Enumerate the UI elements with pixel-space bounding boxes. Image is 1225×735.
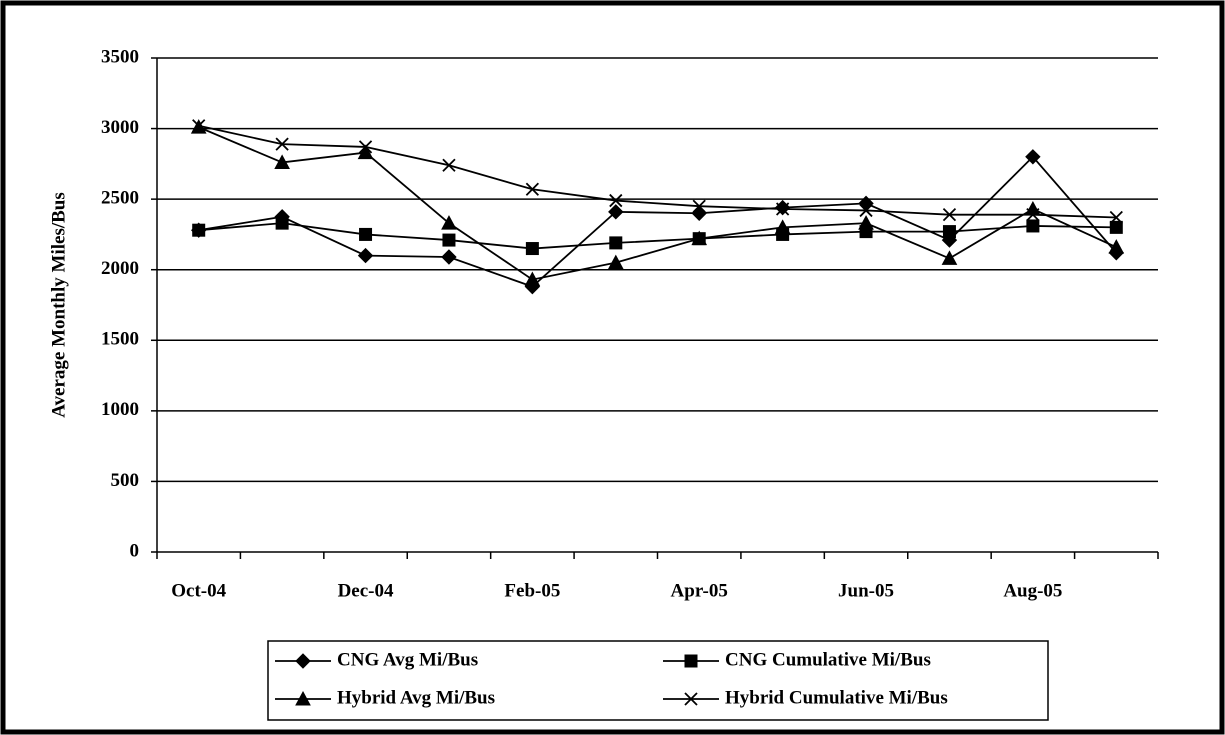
series-line: [198, 126, 1117, 281]
marker-square: [442, 233, 456, 247]
y-tick-label: 1000: [101, 399, 139, 420]
x-tick-label: Oct-04: [171, 580, 226, 601]
legend-label: CNG Cumulative Mi/Bus: [725, 649, 931, 670]
marker-triangle: [858, 215, 874, 230]
marker-square: [359, 227, 373, 241]
marker-x: [442, 158, 456, 172]
y-tick-label: 2500: [101, 188, 139, 209]
marker-x: [525, 182, 540, 196]
marker-triangle: [441, 215, 457, 230]
series-line: [198, 155, 1117, 288]
legend-label: CNG Avg Mi/Bus: [337, 649, 478, 670]
marker-x: [692, 199, 706, 213]
y-tick-label: 0: [130, 540, 140, 561]
marker-triangle: [607, 254, 624, 270]
marker-x: [192, 119, 206, 133]
marker-triangle: [774, 219, 791, 234]
marker-square: [275, 216, 289, 230]
y-tick-label: 3000: [101, 117, 139, 138]
legend-label: Hybrid Cumulative Mi/Bus: [725, 687, 948, 708]
y-tick-label: 3500: [101, 46, 139, 67]
x-tick-label: Feb-05: [504, 580, 560, 601]
marker-triangle: [274, 154, 290, 169]
marker-square: [609, 236, 623, 250]
legend-marker: [295, 690, 311, 706]
marker-diamond: [608, 204, 624, 220]
marker-triangle: [357, 144, 374, 160]
y-tick-label: 1500: [101, 329, 139, 350]
series-line: [198, 222, 1117, 250]
marker-x: [1026, 208, 1040, 222]
marker-square: [1109, 220, 1123, 234]
legend-label: Hybrid Avg Mi/Bus: [337, 687, 495, 708]
marker-triangle: [941, 250, 958, 265]
marker-square: [942, 225, 956, 239]
marker-x: [609, 193, 623, 208]
y-axis-label: Average Monthly Miles/Bus: [48, 192, 69, 418]
series-line: [198, 124, 1117, 219]
marker-x: [775, 202, 790, 216]
x-tick-label: Apr-05: [671, 580, 728, 601]
marker-x: [942, 208, 957, 222]
marker-diamond: [1025, 149, 1041, 165]
y-tick-label: 500: [111, 470, 140, 491]
marker-triangle: [1108, 239, 1125, 254]
marker-x: [358, 140, 373, 154]
legend-marker: [684, 654, 698, 668]
legend-marker: [295, 653, 311, 669]
marker-x: [859, 203, 873, 218]
marker-x: [275, 137, 289, 151]
marker-square: [525, 242, 539, 256]
marker-diamond: [357, 247, 374, 264]
x-tick-label: Jun-05: [838, 580, 894, 601]
marker-triangle: [691, 230, 708, 246]
marker-x: [1109, 210, 1123, 225]
marker-square: [1026, 219, 1040, 233]
x-tick-label: Dec-04: [338, 580, 394, 601]
marker-square: [192, 223, 206, 237]
legend-box: [267, 640, 1049, 721]
legend-marker: [684, 692, 698, 706]
y-tick-label: 2000: [101, 258, 139, 279]
x-tick-label: Aug-05: [1003, 580, 1062, 601]
marker-diamond: [441, 249, 457, 265]
marker-triangle: [524, 271, 541, 287]
